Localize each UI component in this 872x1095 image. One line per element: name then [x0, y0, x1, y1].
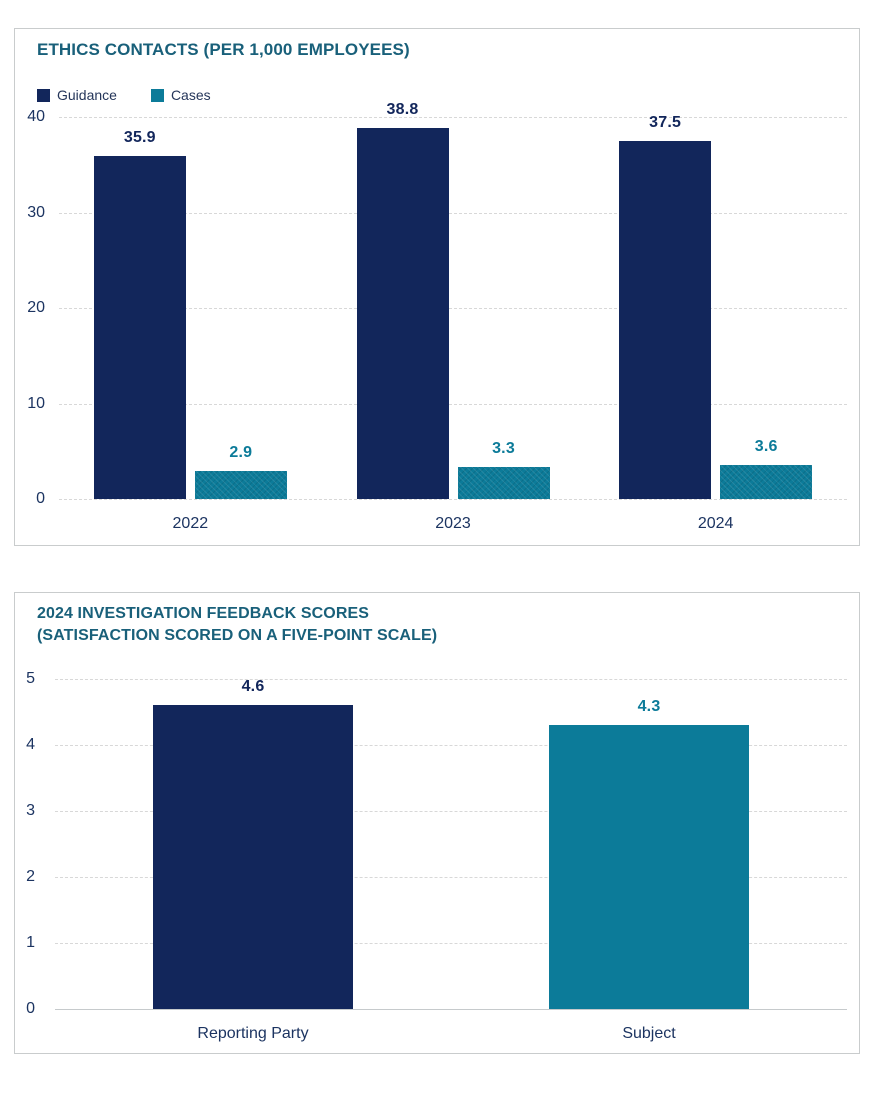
x-axis-label-2024: 2024 — [697, 515, 734, 532]
ethics-contacts-chart-panel: ETHICS CONTACTS (PER 1,000 EMPLOYEES) Gu… — [14, 28, 860, 546]
y-axis-tick-4: 4 — [26, 736, 35, 753]
bar-cases-2024 — [720, 464, 813, 499]
x-axis-label-subject: Subject — [622, 1025, 676, 1042]
legend-item-cases: Cases — [150, 87, 211, 103]
gridline-4 — [55, 745, 847, 746]
gridline-20 — [59, 308, 847, 309]
x-axis-label-reporting-party: Reporting Party — [197, 1025, 309, 1042]
bar-subject — [549, 725, 749, 1009]
bar-guidance-2022 — [93, 156, 186, 499]
x-axis-label-2022: 2022 — [172, 515, 209, 532]
y-axis-tick-40: 40 — [27, 108, 45, 125]
bar-value-label-guidance-2024: 37.5 — [649, 113, 682, 131]
gridline-0 — [59, 499, 847, 500]
y-axis-tick-30: 30 — [27, 203, 45, 221]
ethics-contacts-plot-area: 0 10 20 30 40 2022 35.9 2.9 2023 38.8 3.3 2024 37.5 3… — [15, 29, 859, 545]
chart-legend: Guidance Cases — [37, 87, 211, 103]
gridline-40 — [59, 117, 847, 118]
gridline-5 — [55, 679, 847, 680]
x-axis-label-2023: 2023 — [435, 515, 471, 532]
bar-value-label-guidance-2022: 35.9 — [123, 129, 156, 147]
bar-guidance-2023 — [356, 128, 449, 499]
ethics-contacts-chart-title: ETHICS CONTACTS (PER 1,000 EMPLOYEES) — [37, 40, 410, 59]
y-axis-tick-0: 0 — [36, 490, 45, 507]
bar-value-label-cases-2023: 3.3 — [492, 440, 515, 458]
cases-swatch-icon — [150, 88, 164, 102]
y-axis-tick-5: 5 — [26, 670, 35, 687]
bar-cases-2022 — [194, 471, 287, 499]
legend-label-guidance: Guidance — [57, 87, 117, 103]
bar-value-label-cases-2024: 3.6 — [754, 437, 778, 455]
y-axis-tick-2: 2 — [26, 868, 35, 885]
bar-value-label-cases-2022: 2.9 — [229, 444, 253, 462]
feedback-scores-chart-panel: 2024 INVESTIGATION FEEDBACK SCORES (SATI… — [14, 592, 860, 1054]
bar-value-label-reporting-party: 4.6 — [241, 678, 265, 696]
gridline-30 — [59, 212, 847, 214]
legend-item-guidance: Guidance — [37, 87, 117, 103]
feedback-scores-chart-title: 2024 INVESTIGATION FEEDBACK SCORES (SATI… — [37, 605, 438, 644]
y-axis-tick-3: 3 — [26, 802, 35, 819]
gridline-0 — [55, 1009, 847, 1010]
gridline-2 — [55, 877, 847, 878]
feedback-scores-plot-area: 0 1 2 3 4 5 4.6 Reporting Party 4.3 Subject — [15, 593, 859, 1053]
gridline-1 — [55, 943, 847, 944]
bar-cases-2023 — [457, 467, 550, 499]
bar-reporting-party — [153, 705, 353, 1009]
y-axis-tick-10: 10 — [27, 394, 45, 412]
y-axis-tick-0: 0 — [26, 1000, 35, 1017]
bar-value-label-guidance-2023: 38.8 — [386, 101, 419, 119]
guidance-swatch-icon — [37, 88, 50, 102]
gridline-3 — [55, 811, 847, 812]
bar-value-label-subject: 4.3 — [637, 698, 661, 716]
gridline-10 — [59, 403, 847, 405]
y-axis-tick-20: 20 — [27, 299, 45, 316]
y-axis-tick-1: 1 — [26, 934, 35, 951]
bar-guidance-2024 — [619, 140, 712, 499]
legend-label-cases: Cases — [170, 87, 211, 103]
